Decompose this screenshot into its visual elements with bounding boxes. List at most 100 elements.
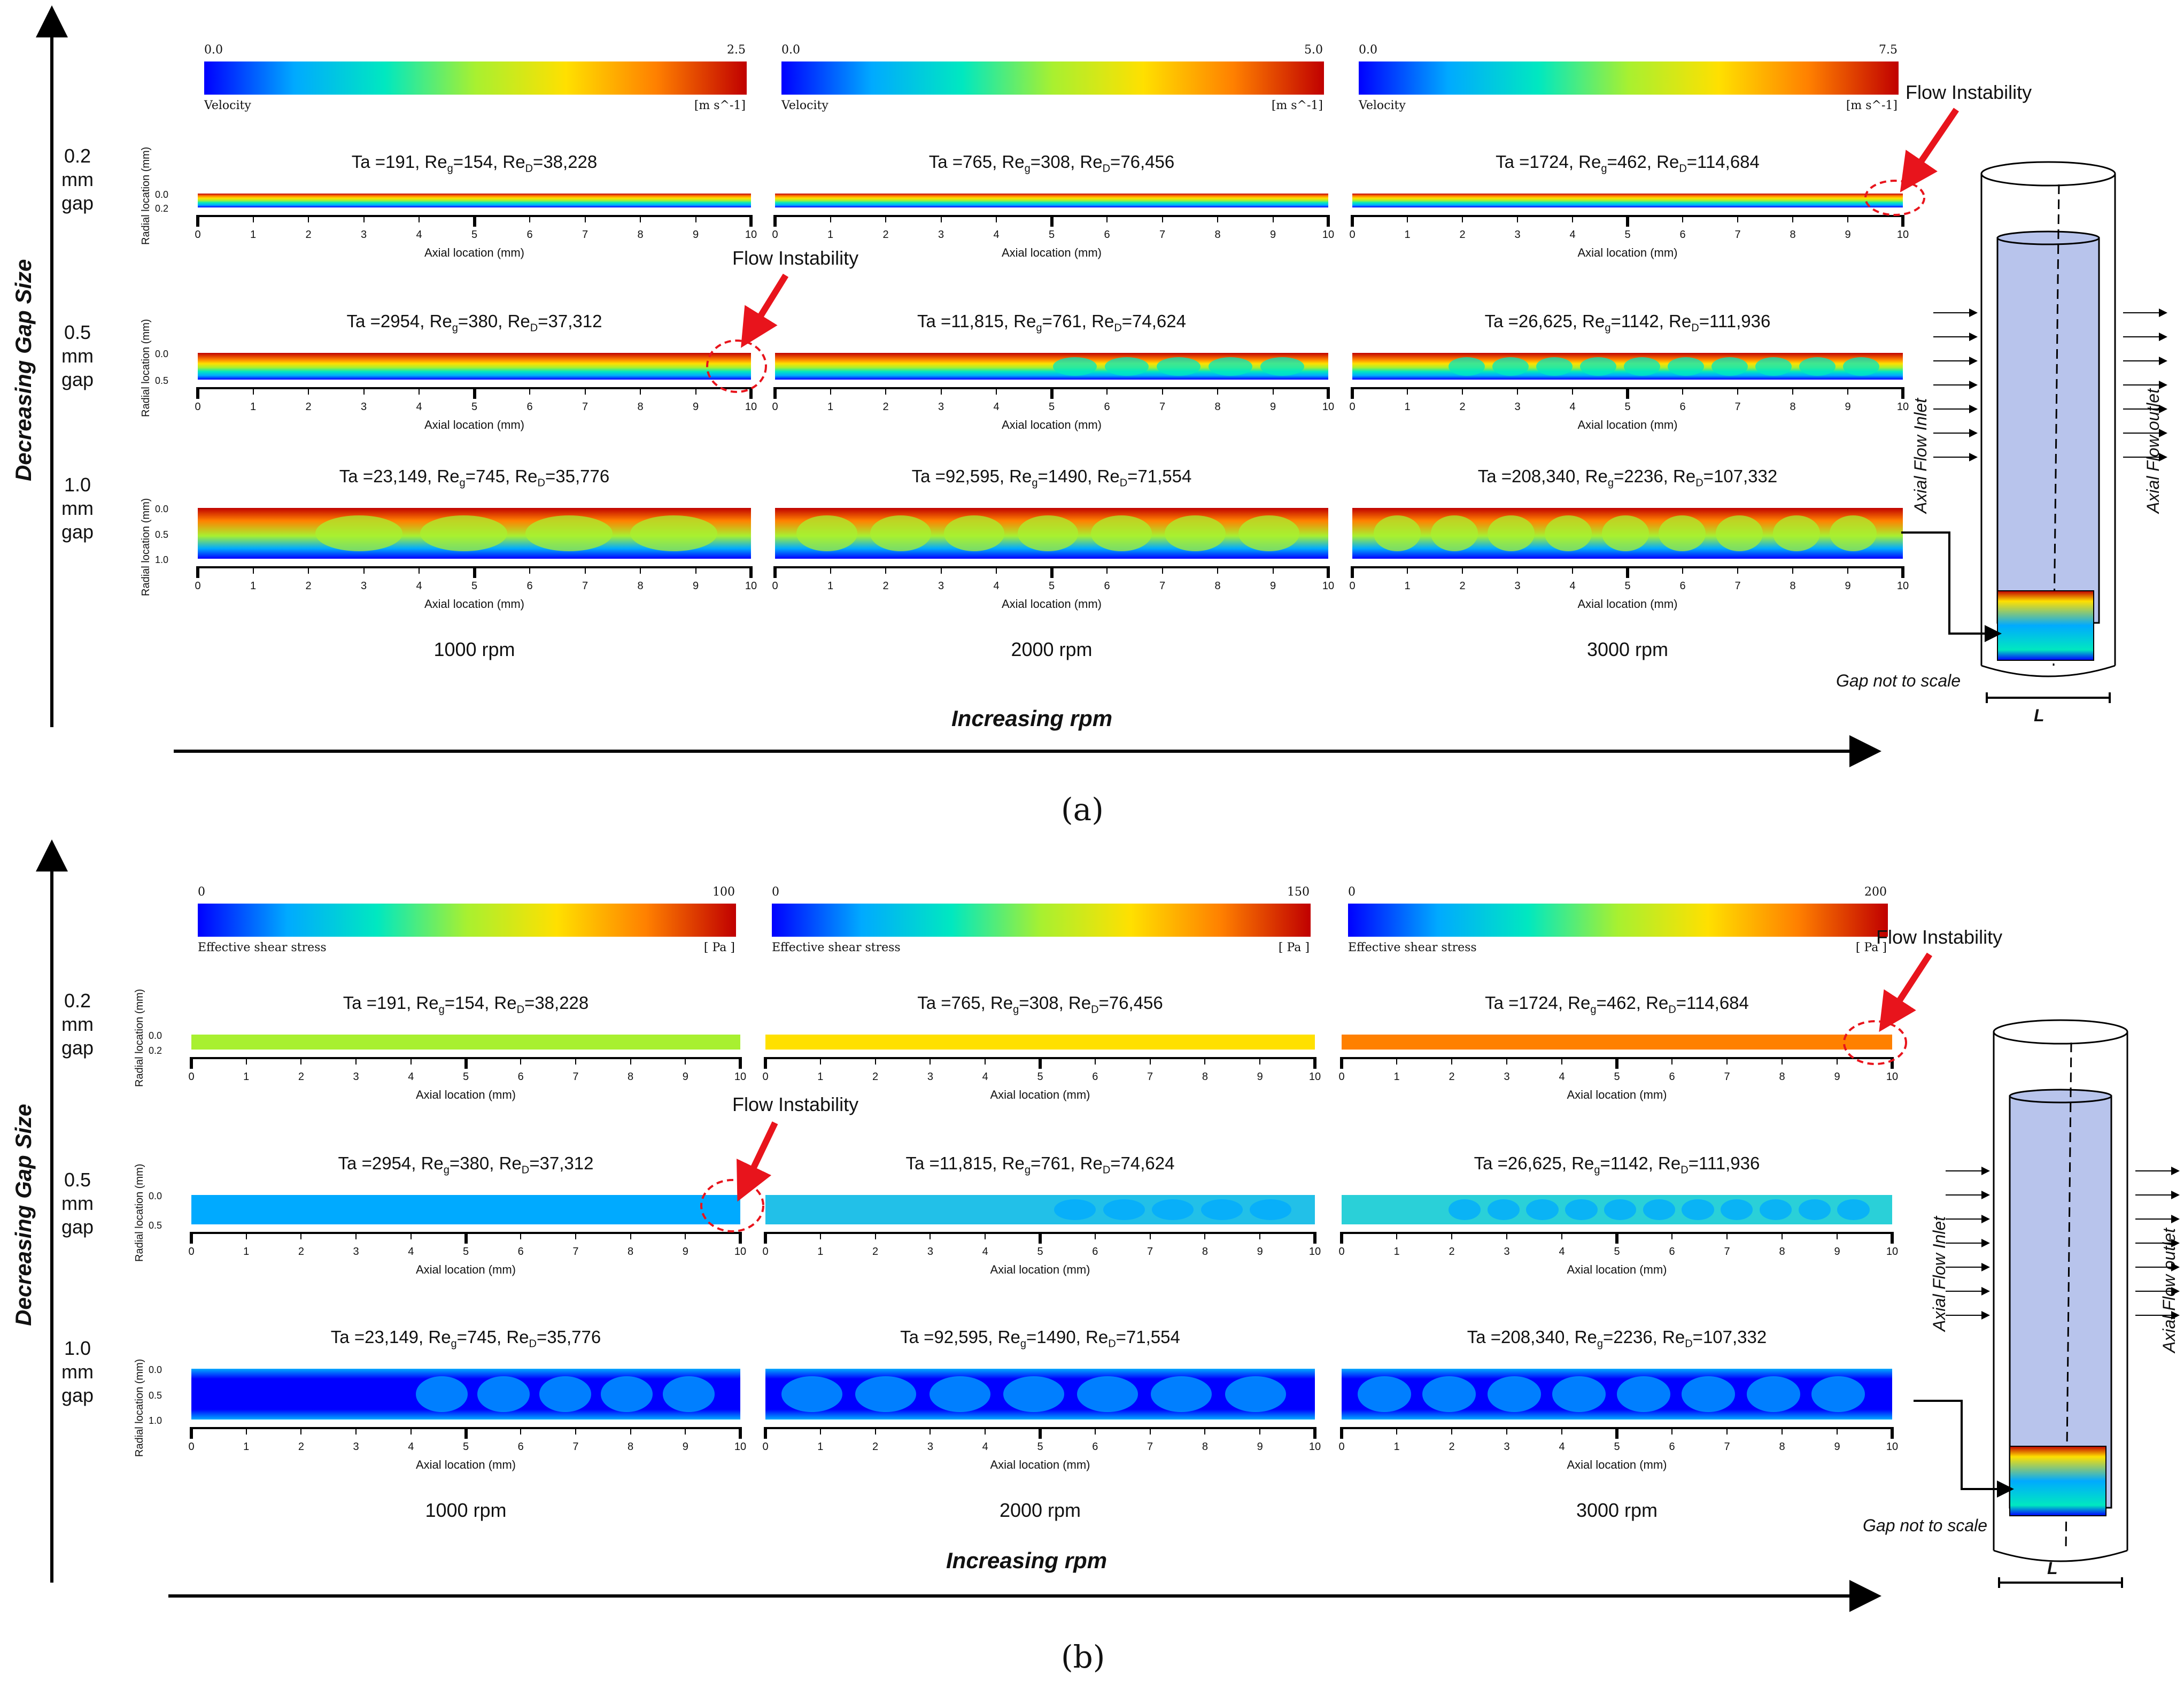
- case-title: Ta =191, Reg=154, ReD=38,228: [198, 152, 751, 175]
- x-tick-label: 1: [827, 580, 834, 592]
- x-tick-label: 2: [305, 580, 312, 592]
- colorbar-unit-label: [ Pa ]: [1855, 941, 1887, 954]
- y-tick-label: 0.0: [155, 349, 169, 359]
- case-title: Ta =26,625, Reg=1142, ReD=111,936: [1352, 311, 1903, 335]
- case-title-part: Ta =23,149, Re: [339, 466, 460, 486]
- x-tick: [1039, 1057, 1042, 1069]
- x-tick: [464, 1427, 468, 1439]
- vortex-cell: [1017, 515, 1079, 551]
- case-title-part: =38,228: [533, 152, 598, 172]
- vortex-cell: [1488, 515, 1535, 551]
- contour-field: [1352, 353, 1903, 380]
- x-tick: [1217, 387, 1218, 395]
- x-tick-label: 1: [817, 1071, 824, 1083]
- case-title-part: D: [1102, 163, 1111, 175]
- x-tick: [1106, 215, 1108, 222]
- x-tick: [584, 215, 586, 222]
- x-tick-label: 8: [637, 229, 644, 241]
- case-title-part: g: [1020, 1338, 1026, 1350]
- x-tick: [1837, 1057, 1838, 1065]
- x-tick-label: 1: [817, 1246, 824, 1258]
- x-tick-label: 0: [762, 1071, 769, 1083]
- x-tick: [1272, 215, 1274, 222]
- x-tick: [1615, 1427, 1618, 1439]
- x-tick: [1671, 1427, 1672, 1435]
- vortex-cell: [630, 515, 717, 551]
- case-title-part: Ta =26,625, Re: [1484, 311, 1605, 331]
- x-tick-label: 0: [195, 580, 201, 592]
- x-axis-label: Axial location (mm): [990, 1088, 1090, 1101]
- x-tick-label: 10: [734, 1246, 747, 1258]
- rotor-top: [1996, 230, 2100, 245]
- x-tick: [1327, 387, 1330, 399]
- x-tick: [630, 1057, 631, 1065]
- gap-not-to-scale-label: Gap not to scale: [1836, 671, 1961, 690]
- x-tick: [419, 215, 420, 222]
- x-tick: [410, 1057, 412, 1065]
- x-tick: [1901, 566, 1904, 578]
- case-title-part: Ta =92,595, Re: [900, 1327, 1020, 1347]
- vortex-cell: [1487, 1376, 1541, 1412]
- case-title-part: =308, Re: [1019, 993, 1091, 1013]
- x-tick: [196, 566, 199, 578]
- length-symbol: L: [2034, 706, 2044, 725]
- case-title-part: D: [1679, 163, 1687, 175]
- vortex-cell: [1430, 515, 1478, 551]
- contour-field: [775, 194, 1328, 207]
- vortex-cell: [1422, 1376, 1476, 1412]
- x-tick-label: 9: [682, 1441, 688, 1453]
- x-tick: [885, 215, 886, 222]
- x-tick-label: 9: [1834, 1441, 1840, 1453]
- case-title-part: Ta =26,625, Re: [1474, 1153, 1594, 1173]
- x-tick: [819, 1057, 821, 1065]
- colorbar-min-label: 0.0: [204, 43, 223, 57]
- x-tick-label: 2: [882, 401, 889, 413]
- x-tick: [1682, 566, 1683, 574]
- x-tick-label: 10: [1322, 580, 1335, 592]
- x-tick: [355, 1057, 357, 1065]
- x-tick-label: 0: [195, 229, 201, 241]
- length-symbol: L: [2047, 1559, 2058, 1578]
- x-tick: [308, 566, 309, 574]
- flow-instability-label: Flow Instability: [1876, 926, 2003, 948]
- x-tick-label: 8: [1790, 229, 1796, 241]
- x-tick-label: 10: [745, 401, 757, 413]
- x-tick-label: 4: [982, 1441, 988, 1453]
- x-tick-label: 1: [250, 229, 257, 241]
- x-tick: [640, 566, 641, 574]
- x-axis-label: Axial location (mm): [415, 1458, 516, 1471]
- x-tick: [252, 215, 254, 222]
- x-tick: [1891, 1427, 1894, 1439]
- x-tick: [584, 387, 586, 395]
- x-tick-label: 0: [188, 1441, 195, 1453]
- contour-field: [191, 1369, 740, 1420]
- case-title-part: =761, Re: [1042, 311, 1114, 331]
- vortex-cell: [796, 515, 857, 551]
- x-tick-label: 9: [1269, 580, 1276, 592]
- case-title: Ta =191, Reg=154, ReD=38,228: [191, 993, 740, 1016]
- x-tick: [1259, 1057, 1261, 1065]
- x-tick-label: 4: [408, 1071, 414, 1083]
- x-tick: [1682, 387, 1683, 395]
- x-tick: [1217, 215, 1218, 222]
- y-tick-label: 0.5: [149, 1220, 162, 1231]
- x-tick-label: 3: [938, 401, 944, 413]
- x-tick-label: 2: [1449, 1071, 1455, 1083]
- cylinder-bottom-curve: [1993, 1549, 2128, 1562]
- vortex-cell: [1545, 515, 1592, 551]
- x-tick-label: 5: [1048, 401, 1055, 413]
- case-title-part: g: [452, 322, 458, 334]
- x-tick-label: 7: [1724, 1071, 1730, 1083]
- x-tick-label: 6: [526, 229, 533, 241]
- case-title: Ta =92,595, Reg=1490, ReD=71,554: [765, 1327, 1315, 1351]
- colorbar-max-label: 150: [1287, 885, 1310, 899]
- x-tick-label: 1: [1404, 401, 1411, 413]
- case-title: Ta =26,625, Reg=1142, ReD=111,936: [1342, 1153, 1892, 1177]
- x-tick: [1204, 1057, 1206, 1065]
- row-label-gap: 0.5 mm gap: [43, 1168, 112, 1239]
- x-tick-label: 8: [1202, 1071, 1208, 1083]
- case-title-part: =114,684: [1686, 152, 1760, 172]
- x-tick-label: 3: [1504, 1246, 1510, 1258]
- x-tick: [190, 1057, 193, 1069]
